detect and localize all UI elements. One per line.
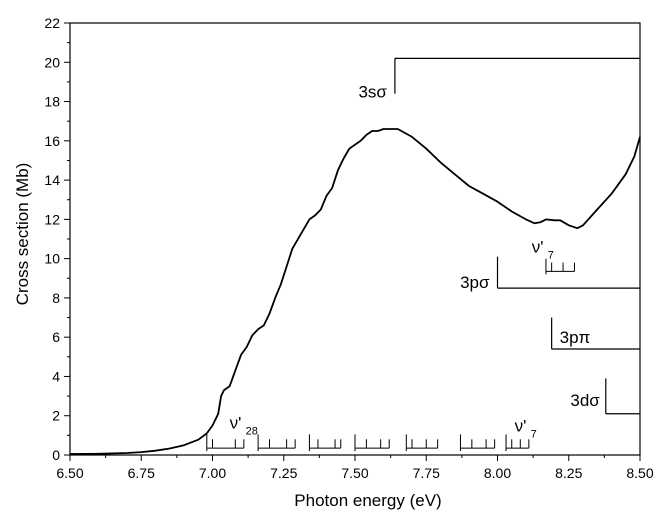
cross-section-line [69,128,641,455]
x-axis-title: Photon energy (eV) [294,491,441,510]
x-tick-label: 8.00 [484,465,511,481]
x-axis: 6.50 6.75 7.00 7.25 7.50 7.75 8.00 8.25 8.50 [56,455,654,481]
x-tick-label: 6.50 [56,465,83,481]
x-tick-label: 7.25 [270,465,297,481]
threshold-label: 3pσ [460,273,490,292]
progression-label: ν' [230,413,242,432]
threshold-label: 3sσ [358,83,387,102]
progression-label-sub: 7 [548,250,554,262]
x-tick-label: 8.25 [555,465,582,481]
y-tick-label: 14 [44,172,60,188]
threshold-label: 3dσ [570,391,600,410]
x-tick-label: 8.50 [626,465,653,481]
y-tick-label: 12 [44,211,60,227]
y-tick-label: 10 [44,251,60,267]
x-tick-label: 7.75 [413,465,440,481]
y-axis-title: Cross section (Mb) [13,163,32,306]
y-tick-label: 20 [44,54,60,70]
x-tick-label: 7.50 [341,465,368,481]
progression-label: ν' [515,416,527,435]
x-tick-label: 7.00 [199,465,226,481]
y-tick-label: 4 [52,368,60,384]
y-tick-label: 8 [52,290,60,306]
progression-label-sub: 7 [531,428,537,440]
y-tick-label: 0 [52,447,60,463]
y-tick-label: 18 [44,94,60,110]
y-tick-label: 16 [44,133,60,149]
y-tick-label: 6 [52,329,60,345]
y-axis: 0 2 4 6 8 10 12 14 16 18 20 22 [44,15,70,463]
plot-frame [69,22,641,456]
x-tick-label: 6.75 [128,465,155,481]
progression-label-sub: 28 [246,425,258,437]
plot-area: 3sσ 3pσ 3pπ 3dσ ν' 28 ν' 7 ν' 7 [69,57,641,455]
y-tick-label: 22 [44,15,60,31]
progression-label: ν' [532,238,544,257]
threshold-label: 3pπ [560,328,591,347]
y-tick-label: 2 [52,408,60,424]
